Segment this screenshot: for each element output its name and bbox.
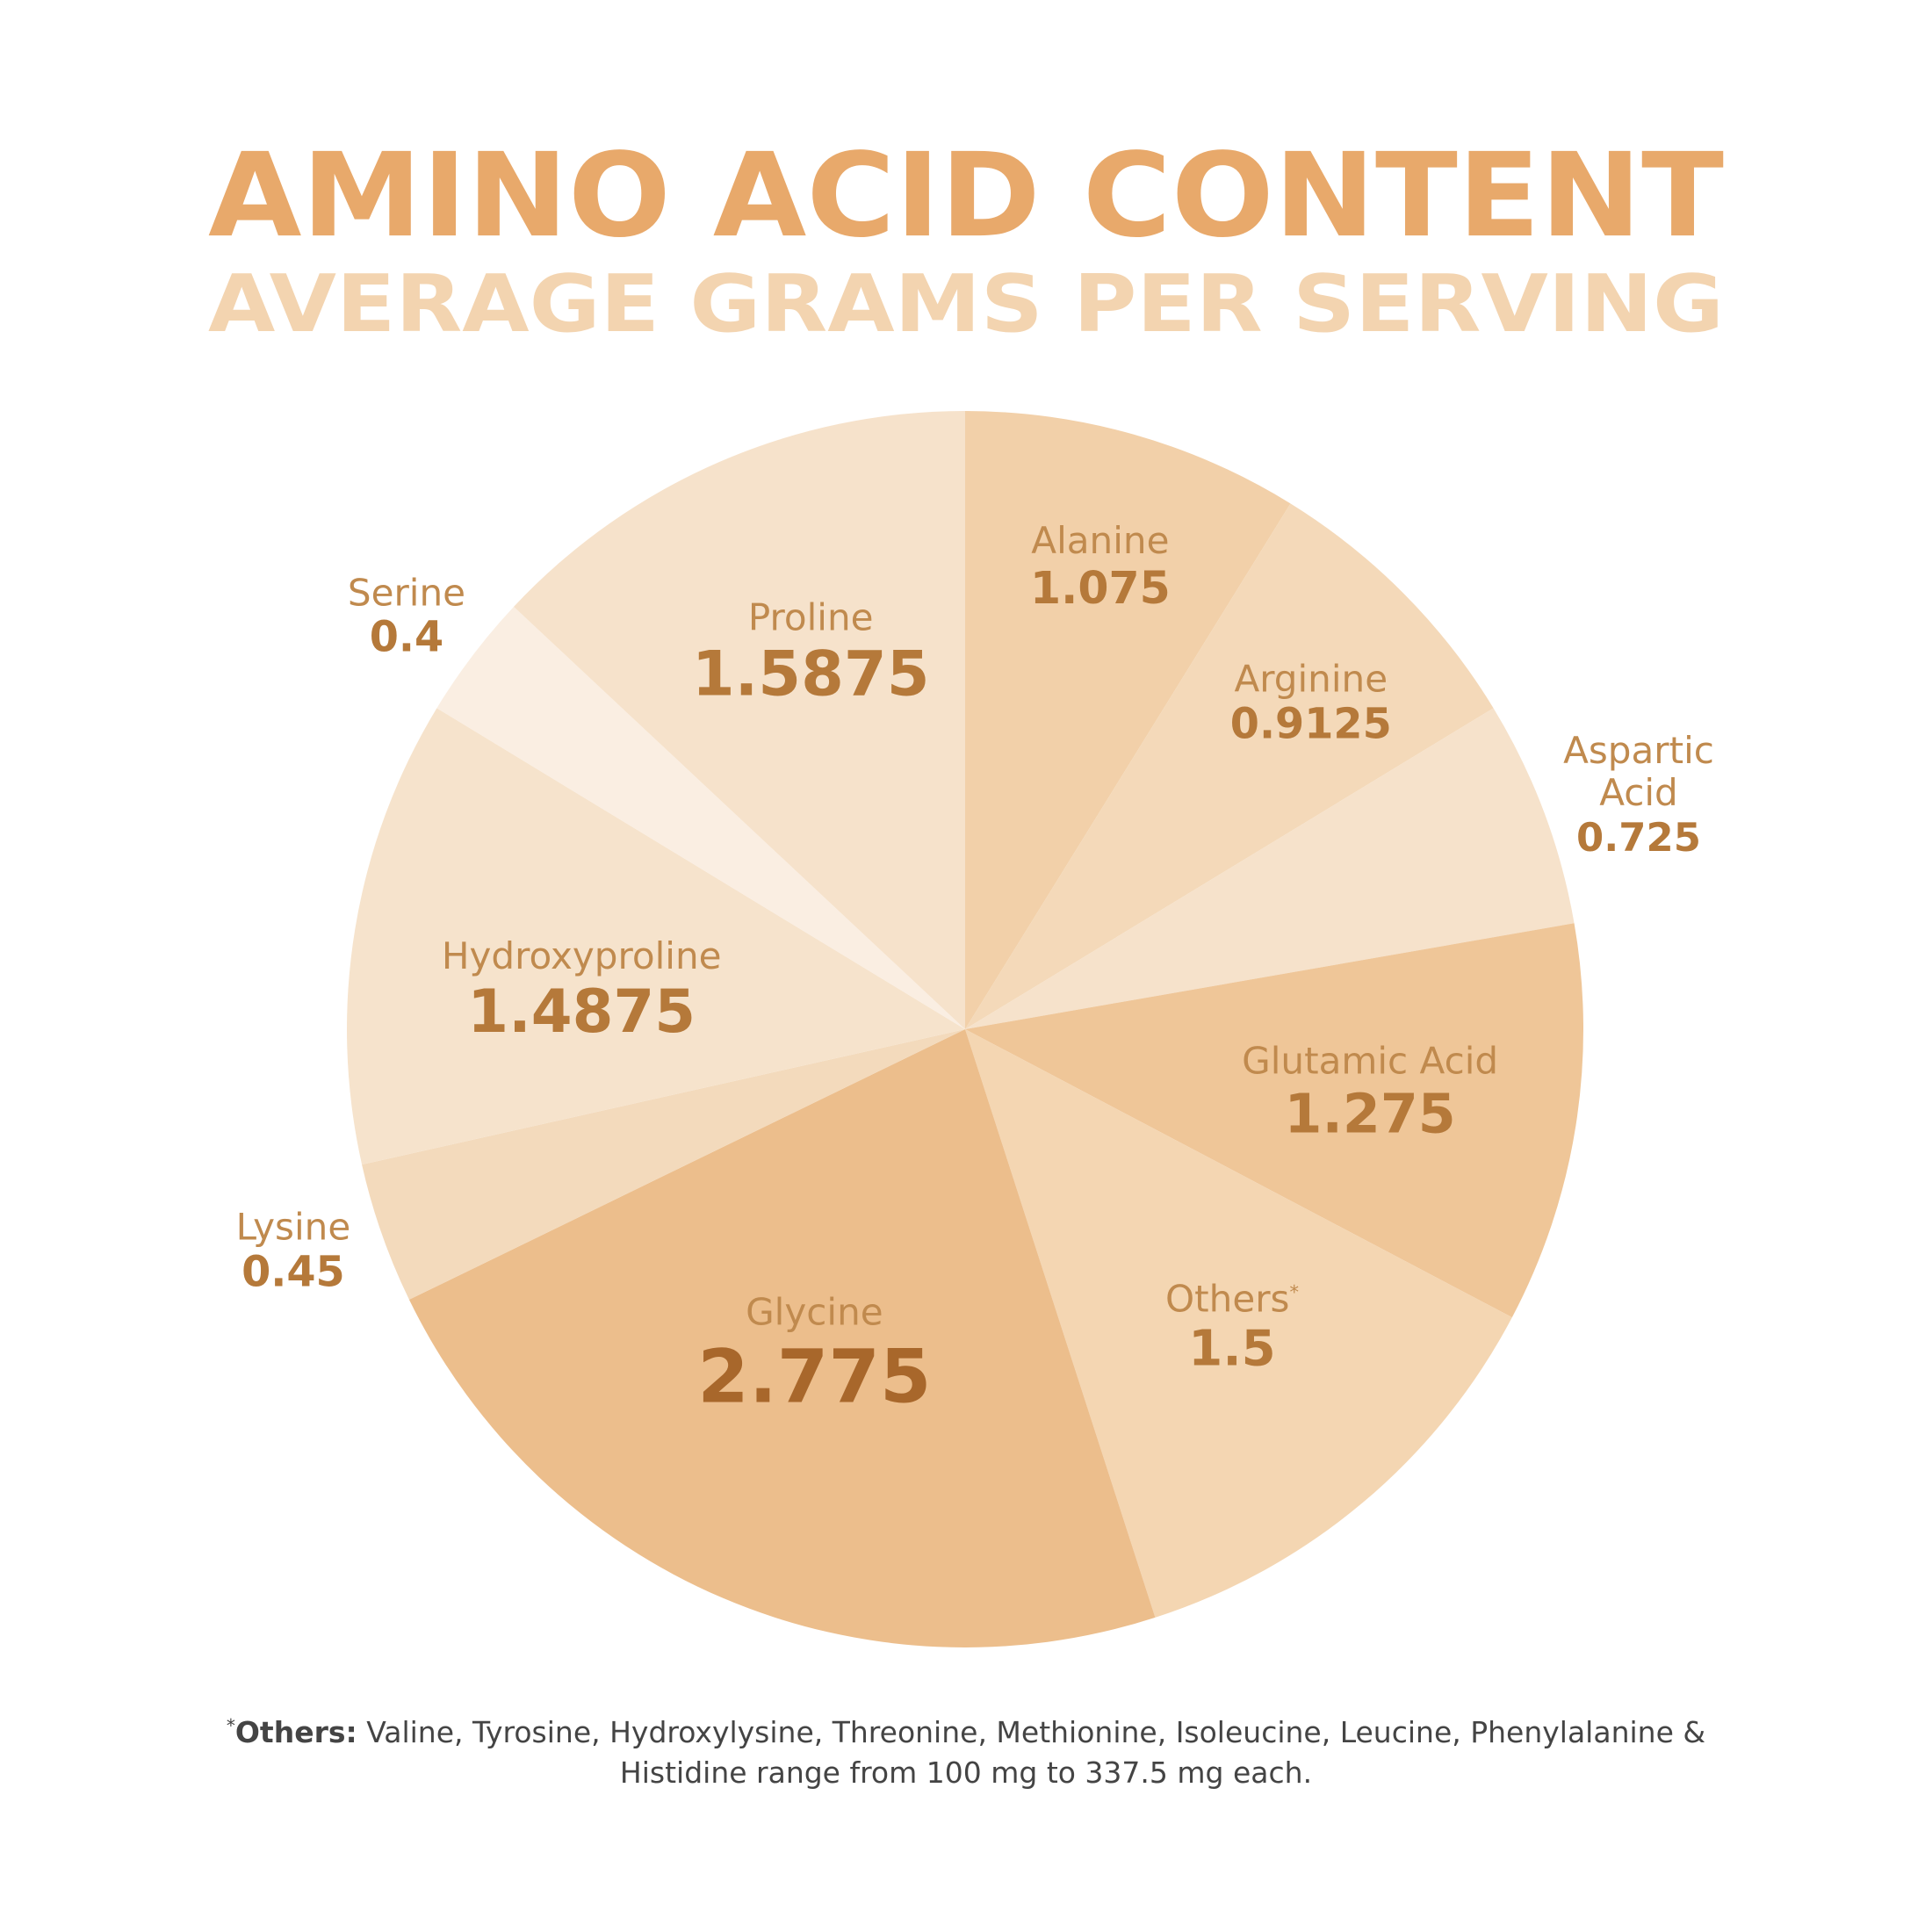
footnote-marker: * [226, 1715, 235, 1736]
footnote-lead: Others: [234, 1715, 357, 1749]
slice-name: Aspartic Acid [1563, 728, 1714, 815]
slice-value: 1.5875 [691, 638, 930, 710]
slice-value: 0.9125 [1229, 699, 1392, 748]
slice-label: Glycine 2.775 [697, 1290, 932, 1420]
pie-slice [965, 923, 1583, 1318]
slice-label: Lysine 0.45 [235, 1205, 351, 1297]
slice-label: Others* 1.5 [1165, 1277, 1299, 1378]
footnote-text: Valine, Tyrosine, Hydroxylysine, Threoni… [366, 1715, 1706, 1791]
slice-name: Serine [347, 571, 466, 615]
pie-slice [347, 708, 965, 1165]
slice-value: 1.075 [1030, 561, 1171, 614]
slice-label: Arginine 0.9125 [1230, 658, 1392, 748]
slice-label: Hydroxyproline 1.4875 [441, 934, 722, 1047]
pie-slice [514, 411, 965, 1029]
slice-name: Others [1165, 1277, 1290, 1321]
pie-slice [965, 503, 1494, 1029]
slice-value: 1.275 [1284, 1082, 1456, 1146]
slice-value: 0.45 [242, 1248, 345, 1297]
pie-slice [362, 1029, 966, 1300]
chart-subtitle: AVERAGE GRAMS PER SERVING [208, 258, 1724, 350]
pie-slice [965, 411, 1291, 1029]
slice-value: 0.4 [369, 613, 444, 662]
slice-name: Proline [747, 595, 874, 639]
slice-name: Glutamic Acid [1242, 1039, 1499, 1083]
slice-label: Aspartic Acid 0.725 [1533, 728, 1744, 861]
slice-name: Hydroxyproline [441, 934, 722, 978]
slice-name: Alanine [1031, 519, 1170, 563]
slice-value: 1.5 [1188, 1320, 1276, 1378]
slice-name: Glycine [746, 1290, 883, 1334]
slice-label: Glutamic Acid 1.275 [1242, 1039, 1499, 1146]
pie-slice [436, 606, 966, 1029]
slice-name: Lysine [235, 1205, 351, 1249]
footnote: *Others: Valine, Tyrosine, Hydroxylysine… [220, 1712, 1712, 1793]
footnote-marker: * [1289, 1280, 1299, 1303]
slice-label: Serine 0.4 [348, 572, 465, 662]
slice-label: Proline 1.5875 [691, 595, 930, 710]
pie-slice [408, 1029, 1156, 1647]
pie-slice [965, 708, 1575, 1029]
slice-value: 1.4875 [467, 977, 696, 1047]
chart-title: AMINO ACID CONTENT [208, 128, 1724, 263]
slice-name: Arginine [1234, 657, 1388, 701]
slice-value: 0.725 [1576, 813, 1701, 861]
slice-label: Alanine 1.075 [1030, 519, 1171, 614]
slice-value: 2.775 [697, 1333, 932, 1420]
pie-slice [965, 1029, 1512, 1618]
